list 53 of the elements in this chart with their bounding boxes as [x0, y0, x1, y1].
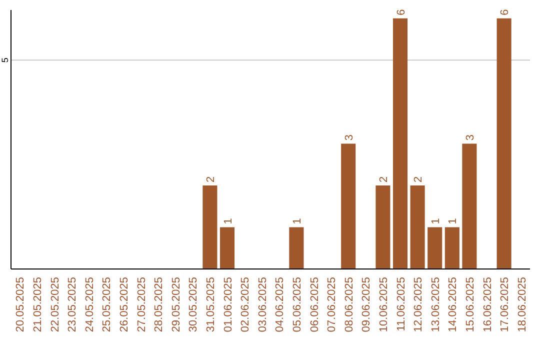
x-tick-label: 05.06.2025	[291, 277, 304, 332]
bar	[289, 227, 304, 269]
bar	[220, 227, 235, 269]
data-label: 2	[378, 176, 390, 182]
x-tick-label: 10.06.2025	[378, 277, 390, 332]
bar	[341, 144, 356, 269]
x-tick-label: 30.05.2025	[188, 277, 200, 332]
data-label: 2	[204, 176, 217, 182]
data-label: 6	[395, 9, 408, 16]
x-tick-label: 11.06.2025	[395, 277, 408, 332]
x-tick-label: 23.05.2025	[66, 277, 79, 332]
x-tick-label: 27.05.2025	[136, 277, 148, 332]
data-label: 3	[343, 134, 356, 141]
data-label: 6	[499, 9, 512, 16]
x-tick-label: 02.06.2025	[240, 277, 252, 332]
y-tick-label: 5	[0, 58, 10, 63]
x-tick-label: 06.06.2025	[308, 277, 321, 332]
x-tick-label: 18.06.2025	[516, 277, 528, 332]
x-tick-label: 03.06.2025	[256, 277, 269, 332]
bar	[462, 144, 477, 269]
bar	[202, 185, 218, 269]
data-label: 1	[291, 218, 304, 224]
x-tick-label: 14.06.2025	[447, 277, 460, 332]
x-tick-label: 17.06.2025	[499, 277, 512, 332]
bar	[428, 227, 442, 269]
data-label: 2	[412, 176, 425, 182]
x-tick-label: 26.05.2025	[118, 277, 130, 332]
bar	[392, 18, 408, 269]
bar	[410, 185, 425, 269]
x-tick-label: 13.06.2025	[430, 277, 442, 332]
x-tick-label: 12.06.2025	[412, 277, 425, 332]
data-label: 3	[464, 134, 476, 141]
x-tick-label: 28.05.2025	[153, 277, 166, 332]
data-label: 1	[447, 218, 460, 224]
x-tick-label: 01.06.2025	[222, 277, 234, 332]
x-tick-label: 15.06.2025	[464, 277, 476, 332]
data-label: 1	[222, 218, 234, 224]
x-tick-label: 08.06.2025	[343, 277, 356, 332]
x-tick-label: 24.05.2025	[84, 277, 96, 332]
data-label: 1	[430, 218, 442, 224]
x-tick-label: 04.06.2025	[274, 277, 286, 332]
x-tick-label: 31.05.2025	[204, 277, 217, 332]
x-tick-label: 21.05.2025	[32, 277, 44, 332]
x-tick-label: 16.06.2025	[482, 277, 494, 332]
x-tick-label: 29.05.2025	[170, 277, 182, 332]
x-tick-label: 09.06.2025	[360, 277, 373, 332]
x-tick-label: 20.05.2025	[14, 277, 27, 332]
x-tick-label: 22.05.2025	[49, 277, 62, 332]
x-tick-label: 25.05.2025	[101, 277, 114, 332]
x-tick-label: 07.06.2025	[326, 277, 338, 332]
bar	[496, 18, 512, 269]
bar	[376, 185, 390, 269]
bar	[444, 227, 460, 269]
